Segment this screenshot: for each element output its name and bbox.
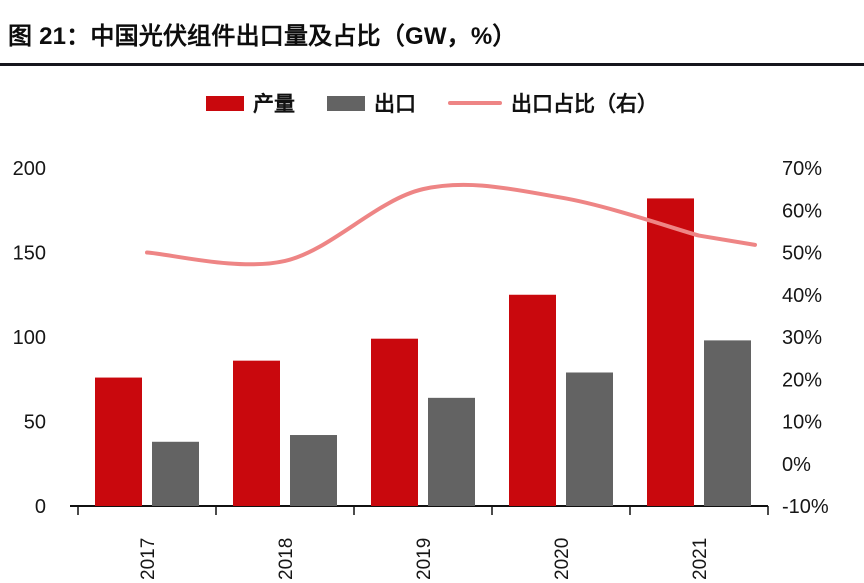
share-line-swatch-icon: [448, 101, 502, 105]
svg-text:-10%: -10%: [782, 496, 829, 518]
svg-text:2018: 2018: [276, 538, 297, 580]
legend-label-export-share: 出口占比（右）: [511, 93, 658, 116]
svg-text:10%: 10%: [782, 412, 822, 434]
export-swatch-icon: [327, 95, 365, 111]
svg-text:50%: 50%: [782, 243, 822, 265]
svg-text:20%: 20%: [782, 369, 822, 391]
title-divider: [0, 63, 864, 66]
svg-text:30%: 30%: [782, 327, 822, 349]
legend-label-production: 产量: [253, 93, 295, 116]
svg-text:60%: 60%: [782, 200, 822, 222]
svg-text:100: 100: [13, 327, 46, 349]
legend-label-export: 出口: [374, 93, 416, 116]
svg-text:2021: 2021: [690, 538, 711, 580]
chart-legend: 产量 出口 出口占比（右）: [0, 88, 864, 118]
legend-item-production: 产量: [206, 88, 295, 118]
legend-item-export: 出口: [327, 88, 416, 118]
chart-plot-area: 200 150 100 50 0 70% 60% 50% 40% 30% 20% 10% 0% -10% 2…: [0, 128, 864, 583]
svg-text:0: 0: [35, 496, 46, 518]
svg-text:40%: 40%: [782, 285, 822, 307]
svg-text:2019: 2019: [414, 538, 435, 580]
production-swatch-icon: [206, 95, 244, 111]
svg-text:2017: 2017: [138, 538, 159, 580]
svg-text:200: 200: [13, 158, 46, 180]
figure-title: 图 21：中国光伏组件出口量及占比（GW，%）: [8, 23, 517, 50]
svg-text:70%: 70%: [782, 158, 822, 180]
svg-text:0%: 0%: [782, 454, 811, 476]
svg-text:2020: 2020: [552, 538, 573, 580]
legend-item-export-share: 出口占比（右）: [448, 88, 658, 118]
svg-text:50: 50: [24, 412, 46, 434]
bar-line-chart: 200 150 100 50 0 70% 60% 50% 40% 30% 20% 10% 0% -10% 2…: [13, 158, 829, 580]
svg-text:150: 150: [13, 243, 46, 265]
